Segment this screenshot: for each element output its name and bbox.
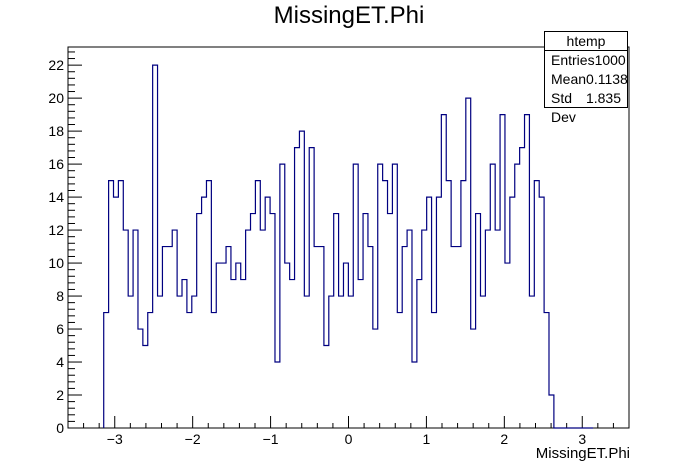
x-tick-label: −1 bbox=[263, 431, 279, 447]
x-tick-label: 2 bbox=[500, 431, 508, 447]
stats-stddev-value: 1.835 bbox=[585, 90, 621, 106]
y-tick-label: 6 bbox=[56, 321, 64, 337]
stats-stddev-label: Std Dev bbox=[551, 90, 576, 125]
y-tick-label: 22 bbox=[48, 57, 64, 73]
y-tick-label: 8 bbox=[56, 288, 64, 304]
stats-entries-label: Entries bbox=[551, 52, 595, 68]
y-tick-label: 18 bbox=[48, 123, 64, 139]
chart-title: MissingET.Phi bbox=[273, 2, 425, 29]
x-tick-label: 0 bbox=[345, 431, 353, 447]
stats-entries-value: 1000 bbox=[594, 52, 626, 68]
stats-mean-value: 0.1138 bbox=[586, 71, 628, 87]
x-tick-label: −3 bbox=[107, 431, 123, 447]
y-tick-label: 2 bbox=[56, 387, 64, 403]
y-tick-label: 0 bbox=[56, 420, 64, 436]
x-axis-label: MissingET.Phi bbox=[535, 445, 630, 462]
stats-stddev-row: Std Dev 1.835 bbox=[545, 89, 627, 125]
stats-entries-row: Entries 1000 bbox=[545, 51, 627, 70]
stats-mean-row: Mean 0.1138 bbox=[545, 70, 628, 89]
y-tick-label: 4 bbox=[56, 354, 64, 370]
y-tick-label: 10 bbox=[48, 255, 64, 271]
x-tick-label: 3 bbox=[578, 431, 586, 447]
stats-mean-label: Mean bbox=[551, 71, 587, 87]
histogram-line bbox=[103, 64, 594, 429]
x-tick-label: 1 bbox=[423, 431, 431, 447]
y-tick-label: 12 bbox=[48, 222, 64, 238]
y-tick-label: 14 bbox=[48, 189, 64, 205]
stats-box-title: htemp bbox=[545, 32, 627, 51]
y-tick-label: 16 bbox=[48, 156, 64, 172]
stats-box: htemp Entries 1000 Mean 0.1138 Std Dev 1… bbox=[544, 31, 628, 125]
x-tick-label: −2 bbox=[185, 431, 201, 447]
y-tick-label: 20 bbox=[48, 90, 64, 106]
